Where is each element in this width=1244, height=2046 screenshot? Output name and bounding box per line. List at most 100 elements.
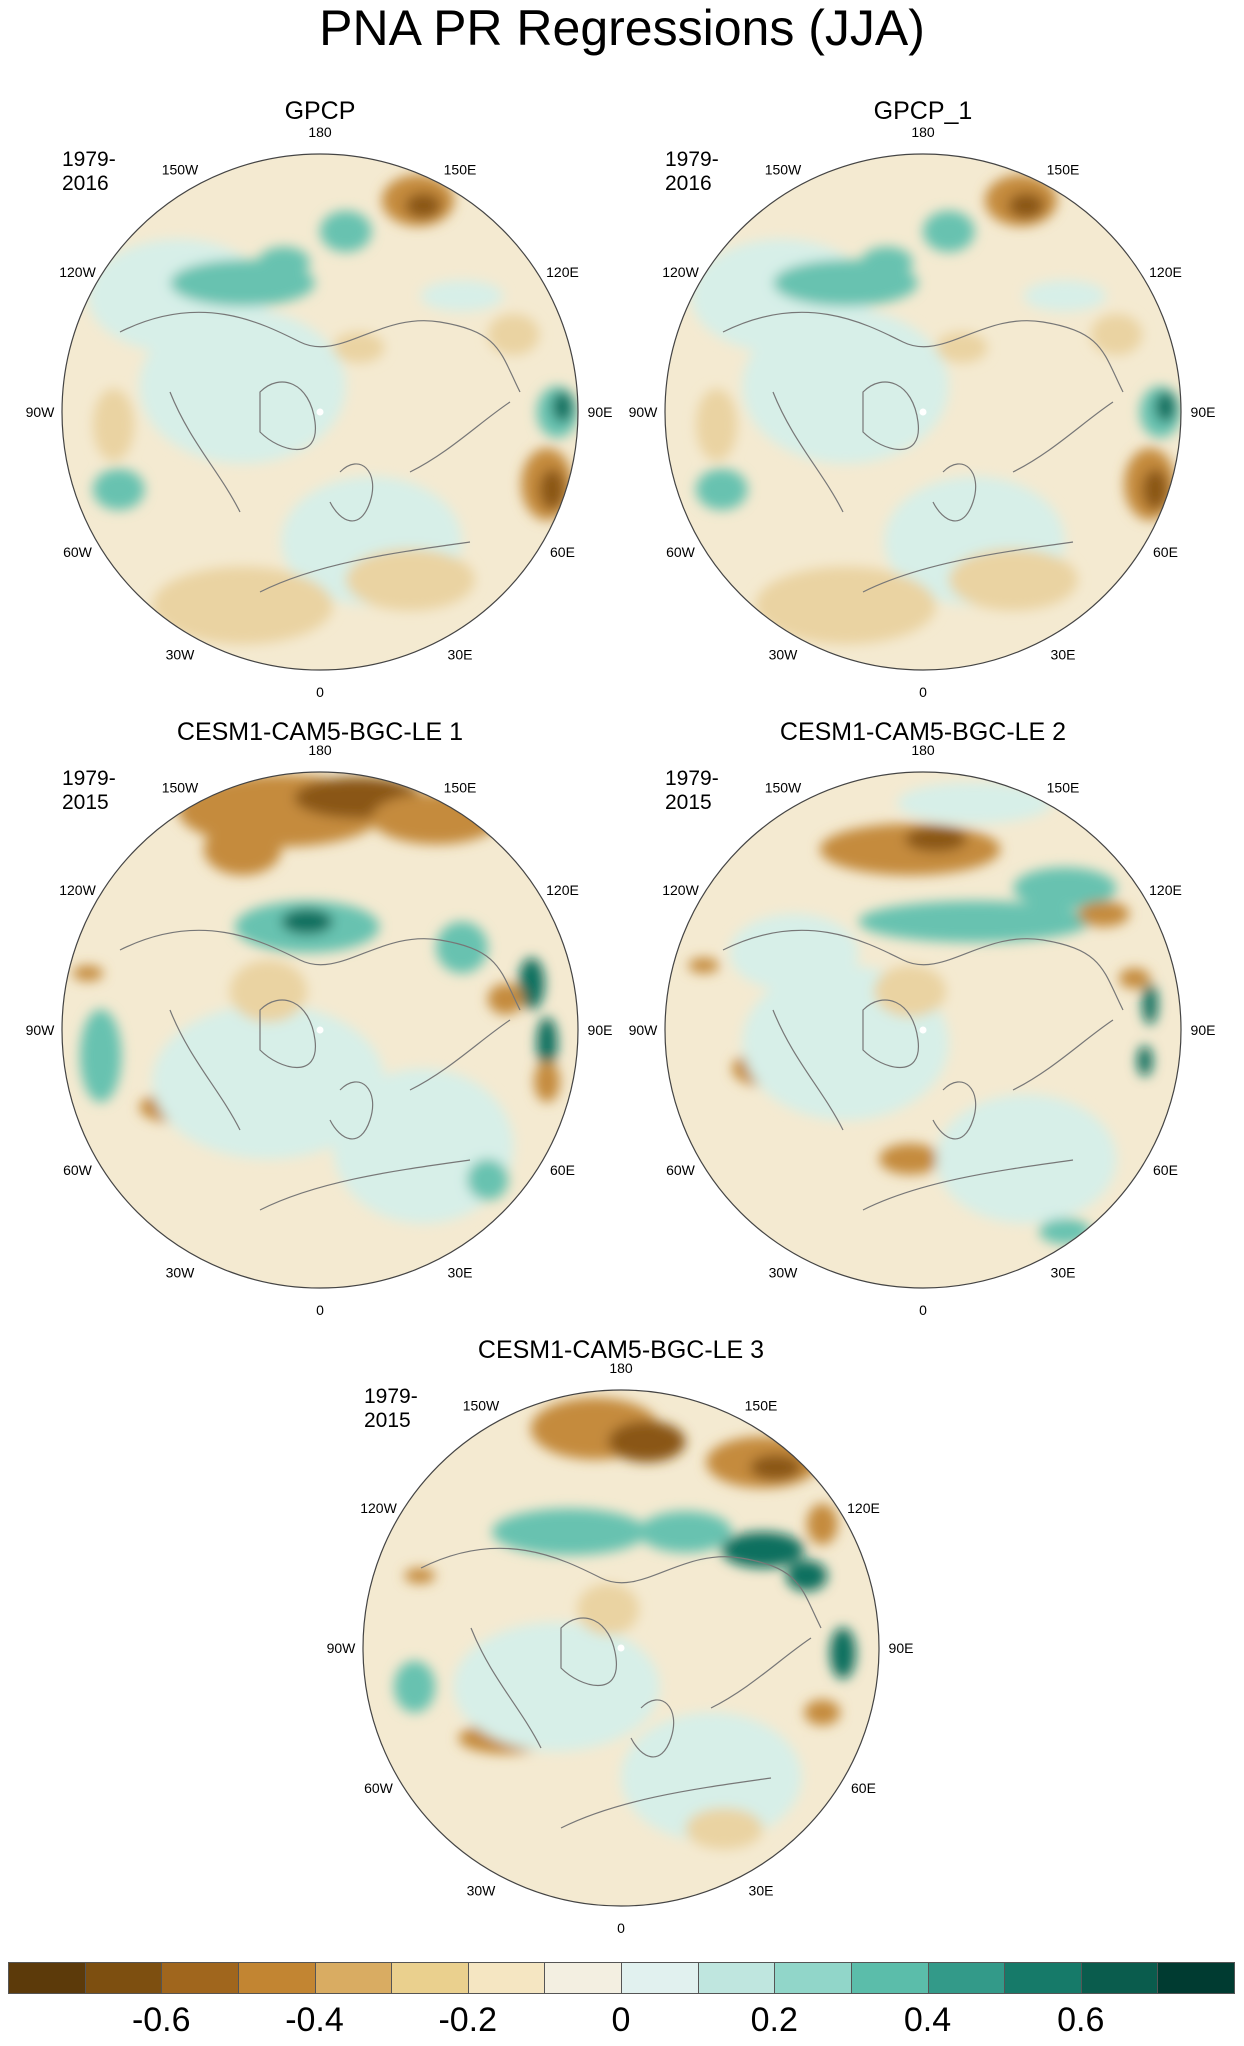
- colorbar-swatch: [774, 1962, 852, 1994]
- colorbar-swatch: [237, 1962, 316, 1994]
- anomaly-blob: [688, 957, 720, 974]
- anomaly-blob: [923, 210, 975, 253]
- north-pole-marker: [316, 1026, 324, 1034]
- anomaly-blob: [203, 823, 282, 876]
- anomaly-blob: [1008, 192, 1045, 219]
- label-150w: 150W: [765, 162, 802, 178]
- anomaly-blob: [139, 308, 346, 464]
- label-30w: 30W: [166, 1264, 196, 1280]
- anomaly-blob: [393, 1660, 436, 1713]
- anomaly-blob: [1142, 468, 1169, 511]
- anomaly-blob: [332, 332, 385, 363]
- colorbar-swatch: [1157, 1962, 1235, 1994]
- label-120w: 120W: [59, 882, 96, 898]
- anomaly-blob: [858, 901, 1091, 943]
- label-180: 180: [308, 742, 332, 758]
- label-90e: 90E: [588, 1022, 613, 1038]
- anomaly-blob: [518, 957, 545, 1010]
- colorbar-label: -0.6: [131, 2001, 191, 2039]
- anomaly-blob: [534, 1060, 560, 1103]
- anomaly-blob: [487, 313, 540, 356]
- label-150e: 150E: [1047, 162, 1080, 178]
- label-30e: 30E: [448, 1264, 473, 1280]
- label-120e: 120E: [1149, 264, 1182, 280]
- anomaly-blob: [332, 1068, 514, 1224]
- colorbar-label: -0.4: [285, 2001, 344, 2039]
- colorbar-label: 0: [611, 2001, 631, 2039]
- label-0: 0: [617, 1920, 625, 1936]
- anomaly-blob: [685, 1807, 763, 1850]
- colorbar-label: -0.2: [438, 2001, 498, 2039]
- label-60e: 60E: [550, 544, 575, 560]
- label-120w: 120W: [360, 1500, 397, 1516]
- anomaly-blob: [536, 1017, 558, 1069]
- anomaly-blob: [152, 1004, 385, 1159]
- label-30w: 30W: [467, 1882, 497, 1898]
- colorbar-swatch: [697, 1962, 776, 1994]
- label-120e: 120E: [1149, 882, 1182, 898]
- polar-map: 180 150E 120E 90E 60E 30E 0 30W 60W 90W 120W 150W: [26, 742, 613, 1318]
- label-90e: 90E: [588, 404, 613, 420]
- anomaly-blob: [639, 1511, 732, 1553]
- anomaly-blob: [552, 391, 573, 423]
- label-90e: 90E: [1191, 404, 1216, 420]
- label-60w: 60W: [364, 1780, 394, 1796]
- label-60w: 60W: [666, 544, 696, 560]
- anomaly-blob: [608, 1420, 686, 1463]
- label-180: 180: [911, 742, 935, 758]
- panel-period: 1979-2016: [62, 148, 116, 195]
- panel-period: 1979-2015: [364, 1385, 418, 1432]
- anomaly-blob: [1077, 901, 1130, 927]
- anomaly-blob: [1023, 280, 1107, 312]
- coastline: [722, 929, 1124, 1211]
- label-150w: 150W: [162, 162, 199, 178]
- panel-title: GPCP_1: [873, 97, 973, 125]
- coastline: [722, 311, 1124, 593]
- label-120w: 120W: [662, 882, 699, 898]
- anomaly-blob: [258, 246, 310, 278]
- anomaly-blob: [695, 468, 748, 511]
- anomaly-blob: [742, 308, 949, 464]
- polar-map: 180 150E 120E 90E 60E 30E 0 30W 60W 90W 120W 150W: [26, 124, 613, 700]
- anomaly-blob: [1119, 968, 1151, 989]
- anomaly-blob: [80, 1009, 122, 1103]
- anomaly-blob: [539, 468, 566, 511]
- north-pole-marker: [617, 1644, 625, 1652]
- anomaly-blob: [935, 1094, 1117, 1224]
- coastline: [119, 311, 521, 593]
- map-border: [362, 1389, 880, 1907]
- anomaly-blob: [873, 965, 947, 1018]
- anomaly-blob: [1155, 391, 1176, 423]
- anomaly-blob: [371, 792, 501, 845]
- panel-title: CESM1-CAM5-BGC-LE 1: [176, 718, 464, 746]
- north-pole-marker: [919, 408, 927, 416]
- label-60e: 60E: [851, 1780, 876, 1796]
- anomaly-blob: [1039, 1218, 1091, 1245]
- anomaly-blob: [152, 566, 333, 645]
- anomaly-blob: [829, 1627, 856, 1679]
- coastline: [119, 929, 521, 1211]
- label-90w: 90W: [327, 1640, 357, 1656]
- anomaly-blob: [621, 1712, 802, 1842]
- label-150e: 150E: [444, 162, 477, 178]
- anomaly-blob: [453, 1622, 660, 1752]
- polar-map: 180 150E 120E 90E 60E 30E 0 30W 60W 90W 120W 150W: [327, 1360, 914, 1936]
- anomaly-blob: [320, 210, 372, 253]
- anomaly-blob: [721, 1531, 805, 1569]
- anomaly-blob: [492, 1508, 647, 1556]
- anomaly-blob: [819, 823, 1001, 876]
- label-0: 0: [919, 1302, 927, 1318]
- label-60e: 60E: [550, 1162, 575, 1178]
- label-120w: 120W: [662, 264, 699, 280]
- anomaly-blob: [729, 913, 859, 992]
- label-150w: 150W: [765, 780, 802, 796]
- anomaly-blob: [935, 332, 988, 363]
- label-30e: 30E: [749, 1882, 774, 1898]
- label-30e: 30E: [1051, 646, 1076, 662]
- anomaly-blob: [786, 1560, 828, 1592]
- anomaly-blob: [281, 908, 333, 935]
- colorbar-swatch: [8, 1962, 86, 1994]
- polar-map: 180 150E 120E 90E 60E 30E 0 30W 60W 90W 120W 150W: [629, 742, 1216, 1318]
- map-border: [664, 771, 1182, 1289]
- panel-title: GPCP: [284, 97, 356, 125]
